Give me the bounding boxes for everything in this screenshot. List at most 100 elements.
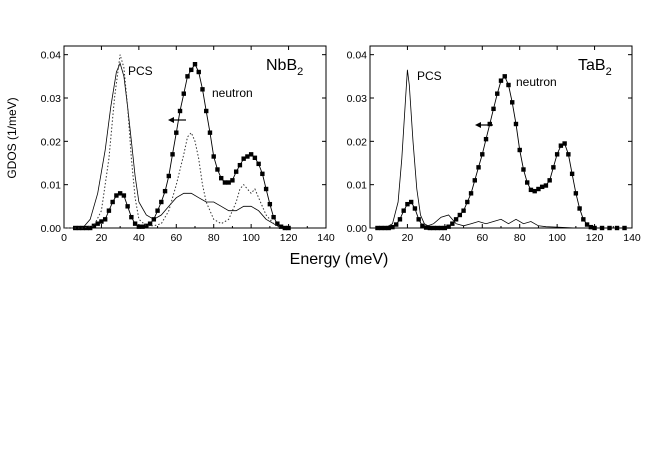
data-point [427,225,433,231]
data-point [543,183,549,188]
series-line-neutron [377,75,625,229]
data-point [177,108,183,114]
data-point [539,184,545,190]
data-point [588,224,594,230]
data-point [446,224,451,229]
data-point [487,121,492,127]
x-tick-label: 140 [317,232,335,244]
x-tick-label: 80 [514,232,526,244]
data-point [453,217,459,222]
data-point [457,212,463,218]
data-point [144,223,149,229]
data-point [207,130,213,135]
x-tick-label: 60 [170,232,182,244]
data-point [245,154,250,159]
data-point [271,214,276,220]
x-tick-label: 120 [586,232,604,244]
data-point [483,136,489,142]
chart-panel-tab2: 0 20 40 60 80 100 120 140 0.00 0.01 0.02 0.03 0.04 PC… [347,45,641,244]
data-point [248,152,254,157]
data-point [584,222,590,227]
data-point [569,171,575,177]
annotation-pcs: PCS [128,64,153,78]
data-point [219,175,224,181]
data-point [438,225,444,231]
data-point [394,222,399,227]
data-point [480,152,485,157]
panel-title: NbB2 [266,57,303,78]
y-tick-label: 0.01 [347,180,368,192]
x-tick-label: 20 [402,232,414,244]
data-point [390,224,395,230]
data-point [121,193,127,198]
data-point [200,87,205,92]
data-point [528,187,534,193]
arrow-head [168,117,174,123]
data-point [211,154,216,159]
x-tick-label: 80 [208,232,220,244]
y-tick-label: 0.04 [347,50,368,62]
data-point [423,225,429,230]
data-point [532,188,537,194]
data-point [412,206,418,211]
data-point [95,221,100,226]
annotation-pcs: PCS [417,69,442,83]
data-point [136,224,142,229]
data-point [226,180,231,185]
data-point [461,208,466,213]
data-point [114,193,119,198]
annotation-neutron: neutron [212,86,253,100]
data-point [159,199,164,205]
data-point [215,167,220,172]
y-tick-label: 0.00 [41,223,62,235]
series-line-solid [64,62,289,229]
series-line-dotted [64,54,282,229]
data-point [468,191,474,196]
data-point [442,225,448,231]
data-point [129,214,134,220]
data-point [99,219,104,224]
data-point [185,74,190,79]
data-point [263,186,269,192]
data-point [106,208,112,213]
data-point [502,74,507,79]
data-point [562,141,567,146]
x-tick-label: 40 [133,232,145,244]
data-point [525,180,530,185]
data-point [147,221,153,226]
x-axis-label: Energy (meV) [290,251,389,268]
data-point [155,208,160,213]
panel-title: TaB2 [578,57,612,78]
data-point [517,147,522,153]
data-point [204,108,209,114]
data-point [401,208,406,213]
data-point [450,221,455,226]
data-point [233,169,239,174]
data-point [166,173,171,179]
data-point [252,155,258,160]
data-point [174,130,179,135]
data-point [472,178,477,183]
data-point [506,82,511,88]
y-tick-label: 0.02 [41,136,62,148]
data-point [267,201,273,207]
series-line-solid [370,69,632,229]
data-point [132,221,138,226]
data-point [88,225,93,231]
y-tick-label: 0.04 [41,50,62,62]
data-point [577,206,582,211]
data-point [405,201,410,207]
data-point [547,178,552,183]
data-point [408,199,414,205]
data-point [416,217,421,222]
data-point [558,143,564,148]
series-line-neutron [75,63,289,229]
data-point [510,100,515,105]
data-point [222,180,228,185]
x-tick-label: 0 [367,232,373,244]
x-tick-label: 100 [242,232,260,244]
data-point [110,199,115,205]
data-point [573,191,579,196]
data-point [435,225,440,231]
